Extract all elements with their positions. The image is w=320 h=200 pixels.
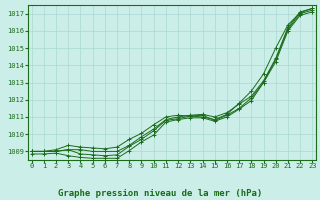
Text: Graphe pression niveau de la mer (hPa): Graphe pression niveau de la mer (hPa) xyxy=(58,189,262,198)
